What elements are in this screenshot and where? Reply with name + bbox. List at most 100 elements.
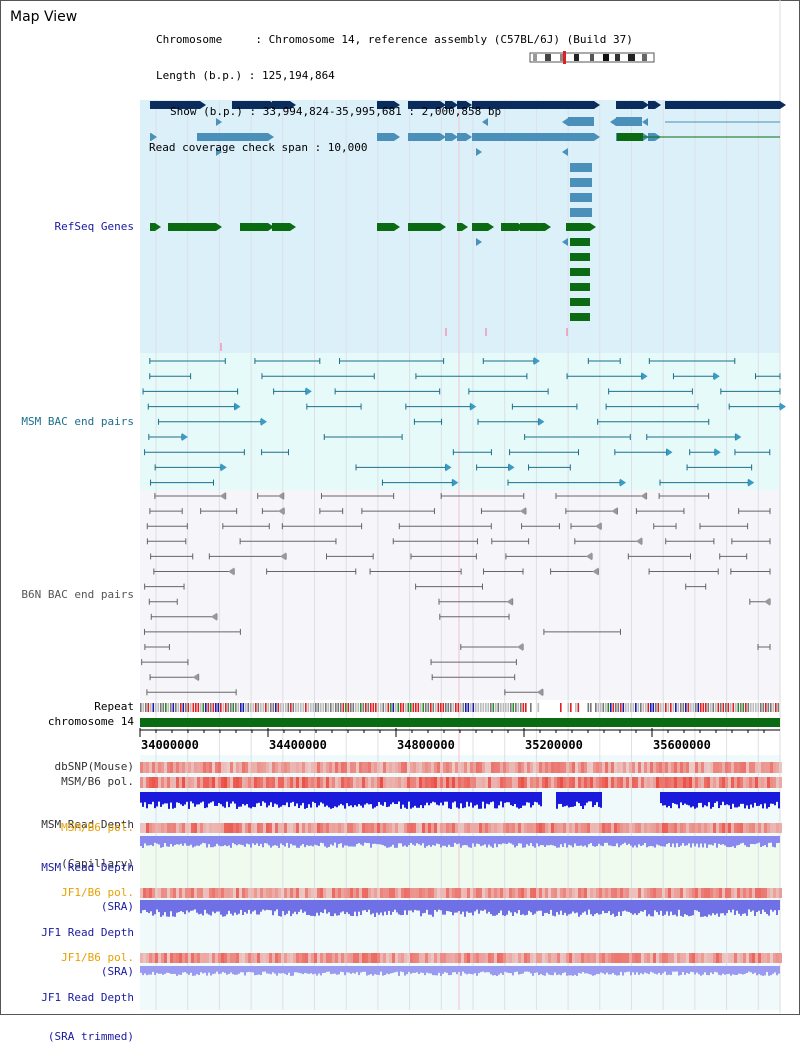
repeat-mark (420, 703, 422, 712)
msm-depth-sra-bar (172, 836, 174, 847)
jf1-depth-bar (584, 900, 586, 912)
jf1-b6-pol-trim-stripe (515, 953, 518, 963)
msm-depth-sra-bar (446, 836, 448, 848)
jf1-depth-bar (464, 900, 466, 917)
msm-b6-pol-sra-stripe (653, 823, 656, 833)
jf1-b6-pol-stripe (161, 888, 164, 898)
msm-depth-sra-bar (534, 836, 536, 848)
jf1-depth-bar (564, 900, 566, 913)
msm-b6-pol-stripe (452, 777, 455, 788)
jf1-b6-pol-trim-stripe (632, 953, 635, 963)
msm-b6-pol-stripe (509, 777, 512, 788)
msm-depth-cap-bar (280, 792, 282, 807)
msm-depth-cap-bar (408, 792, 410, 802)
msm-depth-sra-bar (772, 836, 774, 847)
jf1-depth-bar (218, 900, 220, 912)
repeat-mark (235, 703, 237, 712)
msm-depth-sra-bar (290, 836, 292, 844)
track-label-dbsnp: dbSNP(Mouse) (54, 760, 134, 773)
jf1-b6-pol-trim-stripe (296, 953, 299, 963)
jf1-depth-trim-bar (214, 966, 216, 974)
msm-b6-pol-stripe (692, 777, 695, 788)
jf1-depth-bar (778, 900, 780, 911)
msm-depth-sra-bar (492, 836, 494, 848)
repeat-mark (310, 703, 312, 712)
jf1-depth-bar (408, 900, 410, 911)
dbsnp-stripe (236, 762, 239, 773)
dbsnp-stripe (362, 762, 365, 773)
dbsnp-stripe (593, 762, 596, 773)
jf1-depth-bar (394, 900, 396, 910)
msm-b6-pol-sra-stripe (539, 823, 542, 833)
msm-depth-cap-line1: MSM Read Depth (41, 818, 134, 831)
gene-strand-arrow (268, 223, 274, 231)
track-label-msm-bac[interactable]: MSM BAC end pairs (21, 415, 134, 428)
jf1-b6-pol-trim-stripe (281, 953, 284, 963)
jf1-b6-pol-stripe (176, 888, 179, 898)
msm-b6-pol-sra-stripe (557, 823, 560, 833)
msm-depth-cap-bar (736, 792, 738, 808)
msm-b6-pol-sra-stripe (746, 823, 749, 833)
repeat-mark (240, 703, 242, 712)
msm-b6-pol-stripe (293, 777, 296, 788)
jf1-depth-trim-bar (418, 966, 420, 975)
jf1-depth-bar (714, 900, 716, 915)
dbsnp-stripe (326, 762, 329, 773)
repeat-mark (407, 703, 410, 712)
msm-depth-sra-bar (154, 836, 156, 843)
jf1-b6-pol-stripe (773, 888, 776, 898)
repeat-mark (667, 703, 670, 712)
msm-bac-arrow (508, 463, 515, 472)
msm-depth-sra-bar (548, 836, 550, 846)
jf1-b6-pol-trim-stripe (485, 953, 488, 963)
msm-bac-arrow (641, 372, 648, 381)
msm-b6-pol-stripe (350, 777, 353, 788)
dbsnp-stripe (530, 762, 533, 773)
track-label-refseq[interactable]: RefSeq Genes (54, 220, 134, 233)
jf1-depth-trim-bar (416, 966, 418, 973)
jf1-depth-trim-bar (618, 966, 620, 976)
jf1-depth-bar (434, 900, 436, 911)
jf1-b6-pol-stripe (662, 888, 665, 898)
dbsnp-stripe (443, 762, 446, 773)
jf1-depth-bar (290, 900, 292, 917)
jf1-depth-bar (270, 900, 272, 911)
jf1-depth-trim-bar (374, 966, 376, 975)
jf1-depth-trim-bar (282, 966, 284, 974)
dbsnp-stripe (278, 762, 281, 773)
axis-tick-label: 34400000 (269, 738, 327, 752)
msm-b6-pol-sra-stripe (779, 823, 782, 833)
jf1-depth-trim-bar (694, 966, 696, 975)
jf1-depth-bar (452, 900, 454, 916)
msm-b6-pol-sra-stripe (716, 823, 719, 833)
jf1-depth-bar (740, 900, 742, 916)
jf1-depth-trim-bar (688, 966, 690, 974)
jf1-b6-pol-trim-stripe (536, 953, 539, 963)
msm-depth-sra-bar (300, 836, 302, 846)
msm-depth-cap-bar (432, 792, 434, 802)
jf1-depth-bar (522, 900, 524, 915)
msm-depth-cap-bar (758, 792, 760, 806)
msm-depth-cap-bar (290, 792, 292, 803)
jf1-depth-trim-bar (198, 966, 200, 976)
msm-depth-cap-bar (384, 792, 386, 803)
track-label-jf1-depth-trim: JF1 Read Depth (SRA trimmed) (41, 965, 134, 1056)
jf1-b6-pol-trim-stripe (245, 953, 248, 963)
repeat-mark (622, 703, 625, 712)
jf1-b6-pol-trim-stripe (272, 953, 275, 963)
jf1-b6-pol-stripe (578, 888, 581, 898)
msm-depth-sra-bar (762, 836, 764, 846)
msm-depth-sra-bar (678, 836, 680, 848)
track-label-b6n-bac[interactable]: B6N BAC end pairs (21, 588, 134, 601)
gene-strand-arrow (643, 101, 649, 109)
msm-depth-cap-bar (586, 792, 588, 803)
jf1-b6-pol-stripe (203, 888, 206, 898)
jf1-b6-pol-trim-stripe (233, 953, 236, 963)
jf1-b6-pol-trim-stripe (374, 953, 377, 963)
msm-b6-pol-sra-stripe (506, 823, 509, 833)
jf1-depth-bar (450, 900, 452, 913)
msm-depth-cap-bar (430, 792, 432, 804)
jf1-depth-bar (500, 900, 502, 911)
repeat-mark (170, 703, 172, 712)
jf1-depth-bar (280, 900, 282, 917)
